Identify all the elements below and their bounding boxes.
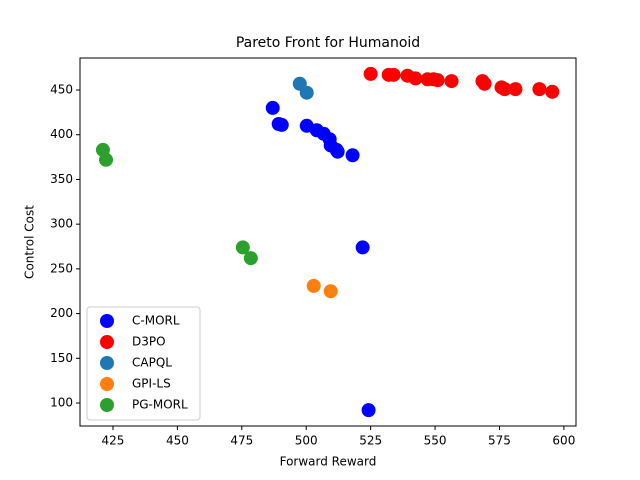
x-tick-label: 600	[552, 434, 575, 448]
scatter-point	[386, 67, 401, 82]
scatter-point	[330, 144, 345, 159]
y-tick-label: 300	[50, 217, 73, 231]
x-tick-label: 475	[230, 434, 253, 448]
x-tick-label: 500	[295, 434, 318, 448]
chart-title: Pareto Front for Humanoid	[236, 35, 420, 51]
scatter-point	[235, 240, 250, 255]
x-tick-label: 575	[488, 434, 511, 448]
scatter-point	[497, 82, 512, 97]
legend-marker	[100, 335, 114, 349]
scatter-point	[477, 76, 492, 91]
scatter-point	[408, 71, 423, 86]
scatter-point	[345, 148, 360, 163]
x-tick-label: 450	[166, 434, 189, 448]
legend-box	[86, 306, 201, 421]
legend: C-MORL D3PO CAPQL GPI-LS PG-MORL	[86, 306, 201, 421]
scatter-point	[323, 284, 338, 299]
y-tick-label: 350	[50, 172, 73, 186]
scatter-point	[361, 403, 376, 418]
plot-frame	[79, 57, 577, 427]
legend-label: PG-MORL	[132, 398, 188, 412]
legend-label: GPI-LS	[132, 377, 171, 391]
scatter-point	[444, 74, 459, 89]
plot-area	[95, 66, 560, 418]
scatter-point	[99, 152, 114, 167]
scatter-point	[545, 84, 560, 99]
legend-label: CAPQL	[132, 356, 172, 370]
legend-marker	[100, 398, 114, 412]
legend-label: D3PO	[132, 335, 166, 349]
legend-label: C-MORL	[132, 314, 180, 328]
scatter-point	[306, 278, 321, 293]
x-tick-label: 525	[359, 434, 382, 448]
y-tick-label: 100	[50, 396, 73, 410]
scatter-point	[355, 240, 370, 255]
scatter-point	[430, 73, 445, 88]
legend-marker	[100, 356, 114, 370]
y-axis-label: Control Cost	[23, 205, 37, 279]
scatter-point	[508, 82, 523, 97]
scatter-point	[532, 82, 547, 97]
y-tick-label: 450	[50, 83, 73, 97]
y-tick-label: 150	[50, 351, 73, 365]
x-tick-label: 550	[424, 434, 447, 448]
y-tick-label: 400	[50, 127, 73, 141]
scatter-point	[274, 117, 289, 132]
scatter-point	[299, 85, 314, 100]
scatter-point	[363, 66, 378, 81]
scatter-point	[243, 251, 258, 266]
x-axis-label: Forward Reward	[280, 455, 377, 469]
scatter-point	[265, 100, 280, 115]
legend-marker	[100, 314, 114, 328]
legend-marker	[100, 377, 114, 391]
y-tick-label: 250	[50, 261, 73, 275]
y-tick-label: 200	[50, 306, 73, 320]
x-tick-label: 425	[102, 434, 125, 448]
